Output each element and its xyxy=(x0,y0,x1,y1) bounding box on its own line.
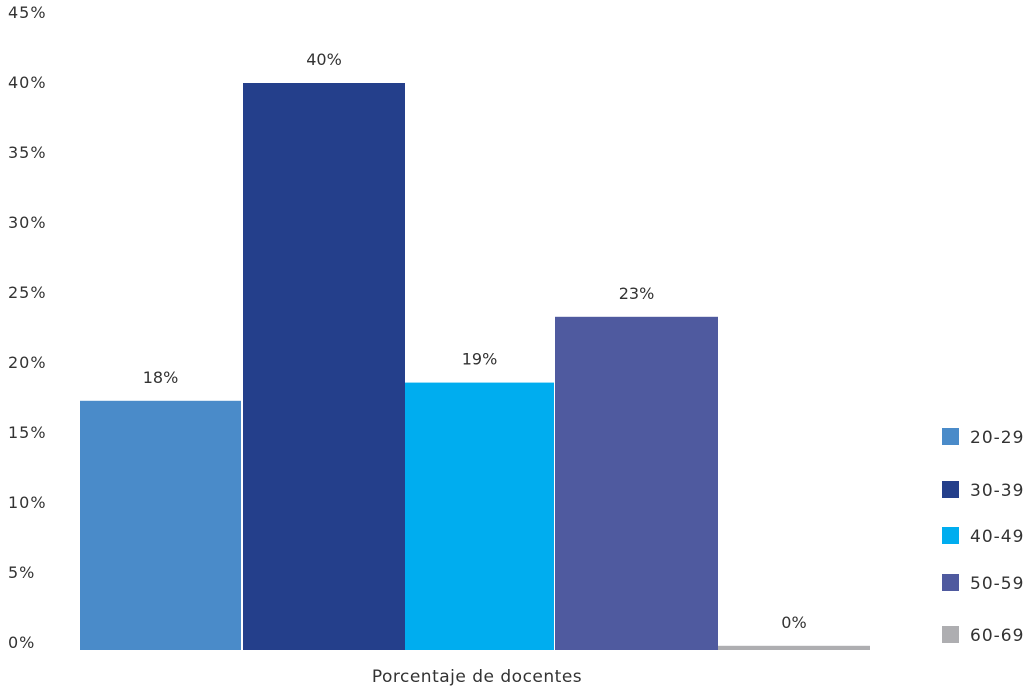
legend-swatch-60-69 xyxy=(942,626,959,643)
data-label-30-39: 40% xyxy=(306,50,342,69)
legend-label-30-39: 30-39 xyxy=(970,481,1024,501)
data-label-60-69: 0% xyxy=(781,613,806,632)
legend-swatch-50-59 xyxy=(942,574,959,591)
legend-swatch-30-39 xyxy=(942,481,959,498)
x-category-label: Porcentaje de docentes xyxy=(372,667,582,687)
data-label-50-59: 23% xyxy=(619,284,655,303)
legend-swatch-20-29 xyxy=(942,428,959,445)
legend-label-40-49: 40-49 xyxy=(970,527,1024,547)
y-axis-ticks: 0% 5% 10% 15% 20% 25% 30% 35% 40% 45% xyxy=(8,3,47,652)
y-tick-label: 10% xyxy=(8,493,47,512)
y-tick-label: 40% xyxy=(8,73,47,92)
legend-label-60-69: 60-69 xyxy=(970,626,1024,646)
y-tick-label: 20% xyxy=(8,353,47,372)
y-tick-label: 0% xyxy=(8,633,35,652)
y-tick-label: 30% xyxy=(8,213,47,232)
y-tick-label: 25% xyxy=(8,283,47,302)
bar-20-29 xyxy=(80,401,241,650)
legend-label-50-59: 50-59 xyxy=(970,574,1024,594)
bar-40-49 xyxy=(405,383,554,650)
bar-50-59 xyxy=(555,317,718,650)
legend-swatch-40-49 xyxy=(942,527,959,544)
data-label-40-49: 19% xyxy=(462,350,498,369)
bar-60-69 xyxy=(718,646,870,650)
bar-30-39 xyxy=(243,83,405,650)
y-tick-label: 5% xyxy=(8,563,35,582)
y-tick-label: 45% xyxy=(8,3,47,22)
y-tick-label: 35% xyxy=(8,143,47,162)
legend: 20-29 30-39 40-49 50-59 60-69 xyxy=(942,428,1024,646)
y-tick-label: 15% xyxy=(8,423,47,442)
legend-label-20-29: 20-29 xyxy=(970,428,1024,448)
data-label-20-29: 18% xyxy=(143,368,179,387)
